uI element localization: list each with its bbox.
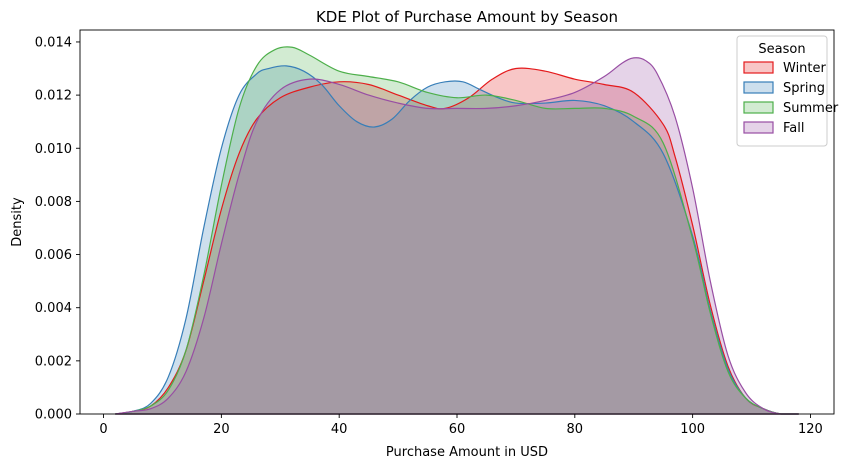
y-tick-label: 0.000	[35, 408, 72, 423]
y-tick-label: 0.014	[35, 35, 72, 50]
y-tick-label: 0.008	[35, 195, 72, 210]
y-tick-label: 0.010	[35, 142, 72, 157]
x-tick-label: 60	[449, 422, 466, 437]
legend-swatch-fall	[743, 121, 774, 134]
line-winter	[115, 67, 799, 415]
x-tick-label: 80	[567, 422, 584, 437]
chart-title: KDE Plot of Purchase Amount by Season	[316, 8, 618, 26]
x-axis-ticks: 0 20 40 60 80 100 120	[99, 414, 823, 437]
legend-swatch-summer	[743, 101, 774, 114]
area-winter	[115, 68, 799, 414]
legend-swatch-spring	[743, 81, 774, 94]
y-axis-ticks: 0.000 0.002 0.004 0.006 0.008 0.010 0.012 0.014	[35, 35, 80, 423]
line-spring	[115, 65, 799, 415]
area-spring	[115, 65, 799, 414]
legend-label-fall: Fall	[783, 121, 804, 136]
legend: Season Winter Spring Summer Fall	[736, 35, 839, 147]
legend-label-summer: Summer	[783, 101, 839, 116]
y-tick-label: 0.002	[35, 354, 72, 369]
x-tick-label: 100	[680, 422, 705, 437]
line-summer	[115, 46, 799, 415]
line-fall	[115, 57, 799, 415]
legend-label-spring: Spring	[783, 81, 825, 96]
axes: 0 20 40 60 80 100 120 0.0000.0020.0040.0060.00…	[35, 29, 835, 437]
legend-box	[736, 35, 828, 147]
legend-title: Season	[758, 42, 805, 57]
y-tick-label: 0.006	[35, 248, 72, 263]
y-axis-label: Density	[10, 197, 25, 247]
y-tick-label: 0.012	[35, 89, 72, 104]
area-fall	[115, 57, 799, 414]
legend-items: Winter Spring Summer Fall	[743, 61, 839, 136]
x-tick-label: 0	[99, 422, 107, 437]
x-tick-label: 120	[798, 422, 823, 437]
y-tick-label: 0.004	[35, 301, 72, 316]
legend-label-winter: Winter	[783, 61, 827, 76]
legend-swatch-winter	[743, 61, 774, 74]
density-areas	[115, 46, 799, 414]
area-summer	[115, 46, 799, 414]
x-tick-label: 20	[213, 422, 230, 437]
x-tick-label: 40	[331, 422, 348, 437]
x-axis-label: Purchase Amount in USD	[386, 445, 548, 460]
